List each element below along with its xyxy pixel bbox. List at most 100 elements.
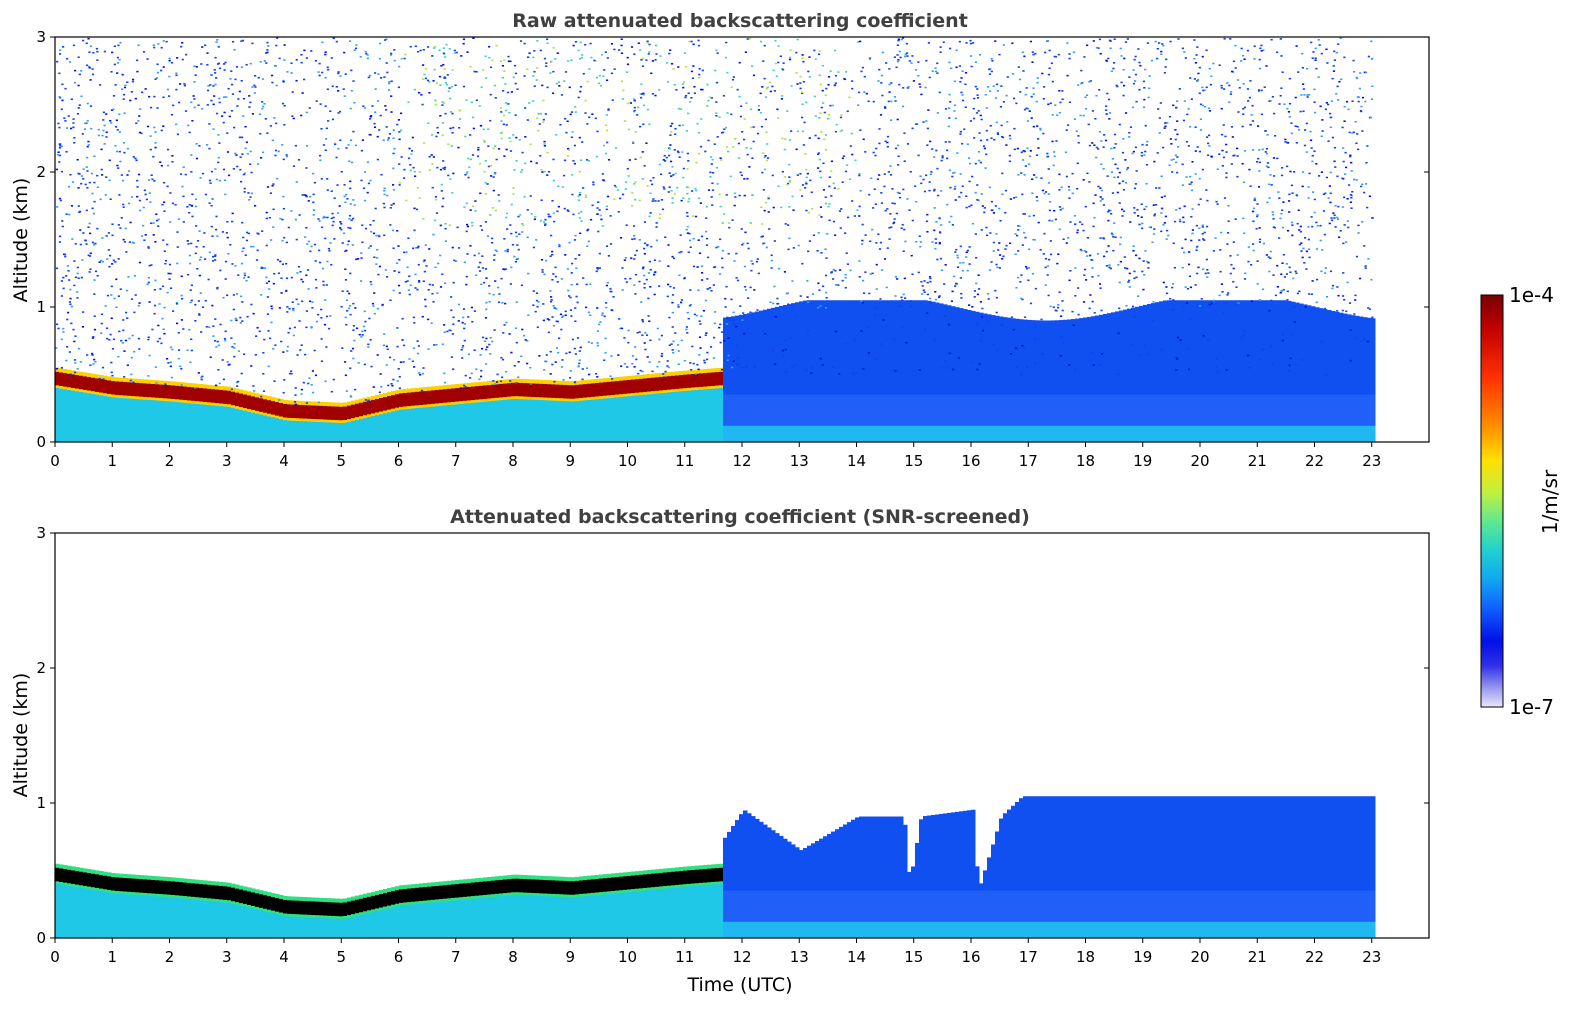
heatmap-noise-pixel xyxy=(57,327,60,330)
heatmap-noise-pixel xyxy=(91,73,95,76)
heatmap-aerosol-cell xyxy=(1247,300,1252,442)
heatmap-layer-cell xyxy=(255,397,260,411)
heatmap-noise-pixel xyxy=(990,57,993,60)
heatmap-noise-pixel xyxy=(820,321,823,324)
heatmap-noise-pixel xyxy=(390,52,393,55)
heatmap-noise-pixel xyxy=(1334,166,1337,168)
heatmap-noise-pixel xyxy=(169,287,173,289)
heatmap-noise-pixel xyxy=(1220,231,1223,234)
heatmap-noise-pixel xyxy=(526,340,529,342)
heatmap-noise-pixel xyxy=(233,48,236,51)
heatmap-noise-pixel xyxy=(76,291,79,293)
heatmap-aerosol-cell xyxy=(183,393,188,442)
heatmap-noise-pixel xyxy=(947,366,950,369)
heatmap-noise-pixel xyxy=(1299,230,1302,233)
heatmap-noise-pixel xyxy=(645,278,648,281)
heatmap-noise-pixel xyxy=(620,80,624,83)
heatmap-surface-cell xyxy=(1147,394,1152,442)
heatmap-noise-pixel xyxy=(858,260,861,262)
heatmap-noise-pixel xyxy=(1301,171,1305,173)
heatmap-noise-pixel xyxy=(821,89,824,92)
heatmap-noise-pixel xyxy=(743,332,746,335)
heatmap-noise-pixel xyxy=(650,72,653,75)
heatmap-noise-pixel xyxy=(671,255,674,258)
heatmap-noise-pixel xyxy=(926,312,929,314)
heatmap-noise-pixel xyxy=(567,60,570,62)
heatmap-noise-pixel xyxy=(451,192,454,194)
heatmap-surface-cell xyxy=(867,394,872,442)
heatmap-noise-pixel xyxy=(832,278,835,280)
heatmap-noise-pixel xyxy=(904,240,907,243)
heatmap-noise-pixel xyxy=(1248,96,1252,99)
heatmap-layer-cell xyxy=(215,389,220,404)
heatmap-noise-pixel xyxy=(1189,77,1192,79)
heatmap-noise-pixel xyxy=(867,352,870,354)
heatmap-noise-pixel xyxy=(1302,110,1305,113)
heatmap-surface-cell xyxy=(1075,394,1080,442)
heatmap-noise-pixel xyxy=(231,212,234,215)
heatmap-aerosol-cell xyxy=(791,303,796,442)
heatmap-noise-pixel xyxy=(431,55,434,57)
heatmap-noise-pixel xyxy=(957,357,961,359)
heatmap-noise-pixel xyxy=(133,275,137,277)
heatmap-noise-pixel xyxy=(1099,200,1102,202)
heatmap-surface-cell xyxy=(1167,394,1172,442)
heatmap-noise-pixel xyxy=(649,192,652,195)
heatmap-noise-pixel xyxy=(689,362,692,364)
heatmap-noise-pixel xyxy=(766,157,770,159)
heatmap-noise-pixel xyxy=(674,172,677,175)
heatmap-noise-pixel xyxy=(265,211,268,214)
heatmap-aerosol-cell xyxy=(1351,315,1356,442)
heatmap-noise-pixel xyxy=(58,96,61,98)
heatmap-surface-cell xyxy=(1291,394,1296,442)
heatmap-surface-cell xyxy=(1323,394,1328,442)
heatmap-noise-pixel xyxy=(1163,127,1166,129)
heatmap-noise-pixel xyxy=(533,50,536,52)
heatmap-noise-pixel xyxy=(896,366,899,369)
heatmap-noise-pixel xyxy=(698,320,701,323)
heatmap-aerosol-cell xyxy=(1239,300,1244,442)
heatmap-noise-pixel xyxy=(199,292,202,294)
heatmap-noise-pixel xyxy=(1153,361,1156,364)
heatmap-noise-pixel xyxy=(1343,120,1346,123)
heatmap-surface-cell xyxy=(1139,425,1144,442)
heatmap-noise-pixel xyxy=(55,347,58,349)
heatmap-noise-pixel xyxy=(175,88,178,91)
heatmap-noise-pixel xyxy=(1341,126,1344,129)
heatmap-noise-pixel xyxy=(1099,52,1102,55)
heatmap-noise-pixel xyxy=(392,189,396,191)
heatmap-noise-pixel xyxy=(181,185,184,188)
heatmap-noise-pixel xyxy=(926,230,929,233)
heatmap-noise-pixel xyxy=(247,232,250,235)
heatmap-noise-pixel xyxy=(78,73,81,76)
heatmap-noise-pixel xyxy=(1208,341,1211,344)
heatmap-noise-pixel xyxy=(202,245,205,248)
heatmap-noise-pixel xyxy=(171,160,174,163)
heatmap-noise-pixel xyxy=(666,365,669,367)
heatmap-noise-pixel xyxy=(1052,164,1055,167)
heatmap-surface-cell xyxy=(771,394,776,442)
heatmap-noise-pixel xyxy=(977,327,980,329)
heatmap-noise-pixel xyxy=(1219,312,1222,315)
heatmap-aerosol-cell xyxy=(291,411,296,442)
heatmap-noise-pixel xyxy=(959,133,962,135)
heatmap-noise-pixel xyxy=(552,212,556,215)
heatmap-noise-pixel xyxy=(239,168,242,171)
heatmap-noise-pixel xyxy=(749,365,752,367)
heatmap-noise-pixel xyxy=(564,310,567,313)
heatmap-noise-pixel xyxy=(488,56,491,59)
heatmap-noise-pixel xyxy=(1061,300,1064,302)
heatmap-noise-pixel xyxy=(167,362,170,364)
heatmap-noise-pixel xyxy=(281,102,285,105)
heatmap-aerosol-cell xyxy=(783,304,788,442)
heatmap-noise-pixel xyxy=(988,186,991,189)
heatmap-layer-cell xyxy=(663,376,668,391)
heatmap-aerosol-cell xyxy=(599,389,604,442)
heatmap-noise-pixel xyxy=(307,240,310,243)
heatmap-noise-pixel xyxy=(180,319,183,321)
heatmap-noise-pixel xyxy=(1090,356,1093,358)
heatmap-noise-pixel xyxy=(931,241,934,243)
heatmap-noise-pixel xyxy=(1039,248,1042,251)
heatmap-surface-cell xyxy=(1303,425,1308,442)
heatmap-surface-cell xyxy=(871,425,876,442)
